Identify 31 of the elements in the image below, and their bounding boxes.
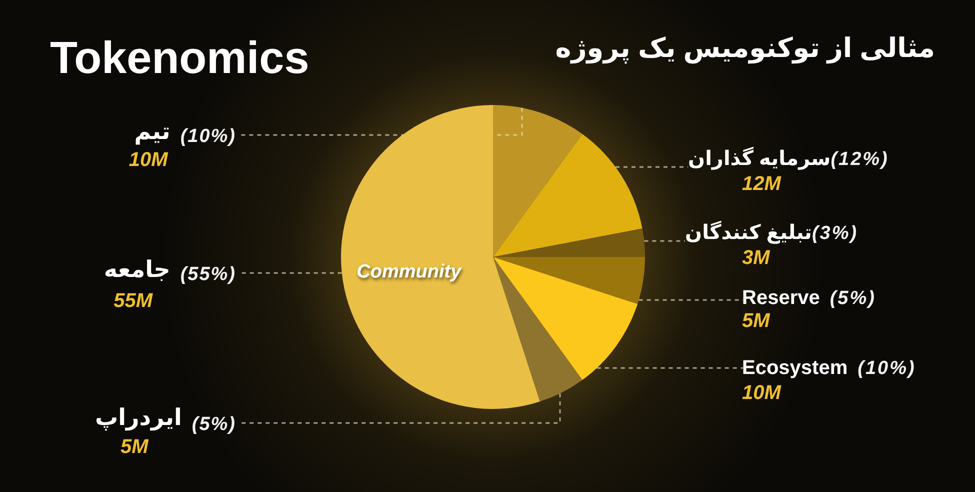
data-label: (3%) xyxy=(812,223,858,244)
chart-title: Tokenomics xyxy=(50,32,310,83)
pie-slice xyxy=(493,257,645,304)
data-label: (10%) xyxy=(858,358,916,379)
data-label: (12%) xyxy=(830,149,889,170)
slice-label: تیم xyxy=(134,118,170,145)
text: 5M xyxy=(120,436,150,458)
pie-slice xyxy=(493,257,582,402)
text: Community xyxy=(356,261,463,282)
data-label: (10%) xyxy=(180,126,236,147)
pie-slice xyxy=(493,105,582,257)
pie-slice xyxy=(493,257,638,380)
slice-label: Reserve xyxy=(742,287,820,309)
text: 5M xyxy=(742,310,772,332)
pie-slice xyxy=(493,134,642,257)
text: 3M xyxy=(742,247,772,269)
data-label: (5%) xyxy=(192,414,236,435)
pie-slice xyxy=(341,105,540,409)
slice-label: سرمایه گذاران xyxy=(688,146,831,170)
slice-label: تبلیغ کنندگان xyxy=(685,220,812,244)
text: 12M xyxy=(742,173,782,195)
data-label: (55%) xyxy=(180,264,236,285)
text: 10M xyxy=(128,149,170,171)
slice-label: ایردراپ xyxy=(95,404,182,431)
text: 55M xyxy=(114,290,154,312)
data-label: (5%) xyxy=(830,288,876,309)
chart-subtitle: مثالی از توکنومیس یک پروژه xyxy=(555,33,935,64)
slice-label: جامعه xyxy=(104,256,170,282)
pie-slice xyxy=(493,228,645,257)
text: 10M xyxy=(742,382,782,404)
slice-label: Ecosystem xyxy=(742,357,848,379)
